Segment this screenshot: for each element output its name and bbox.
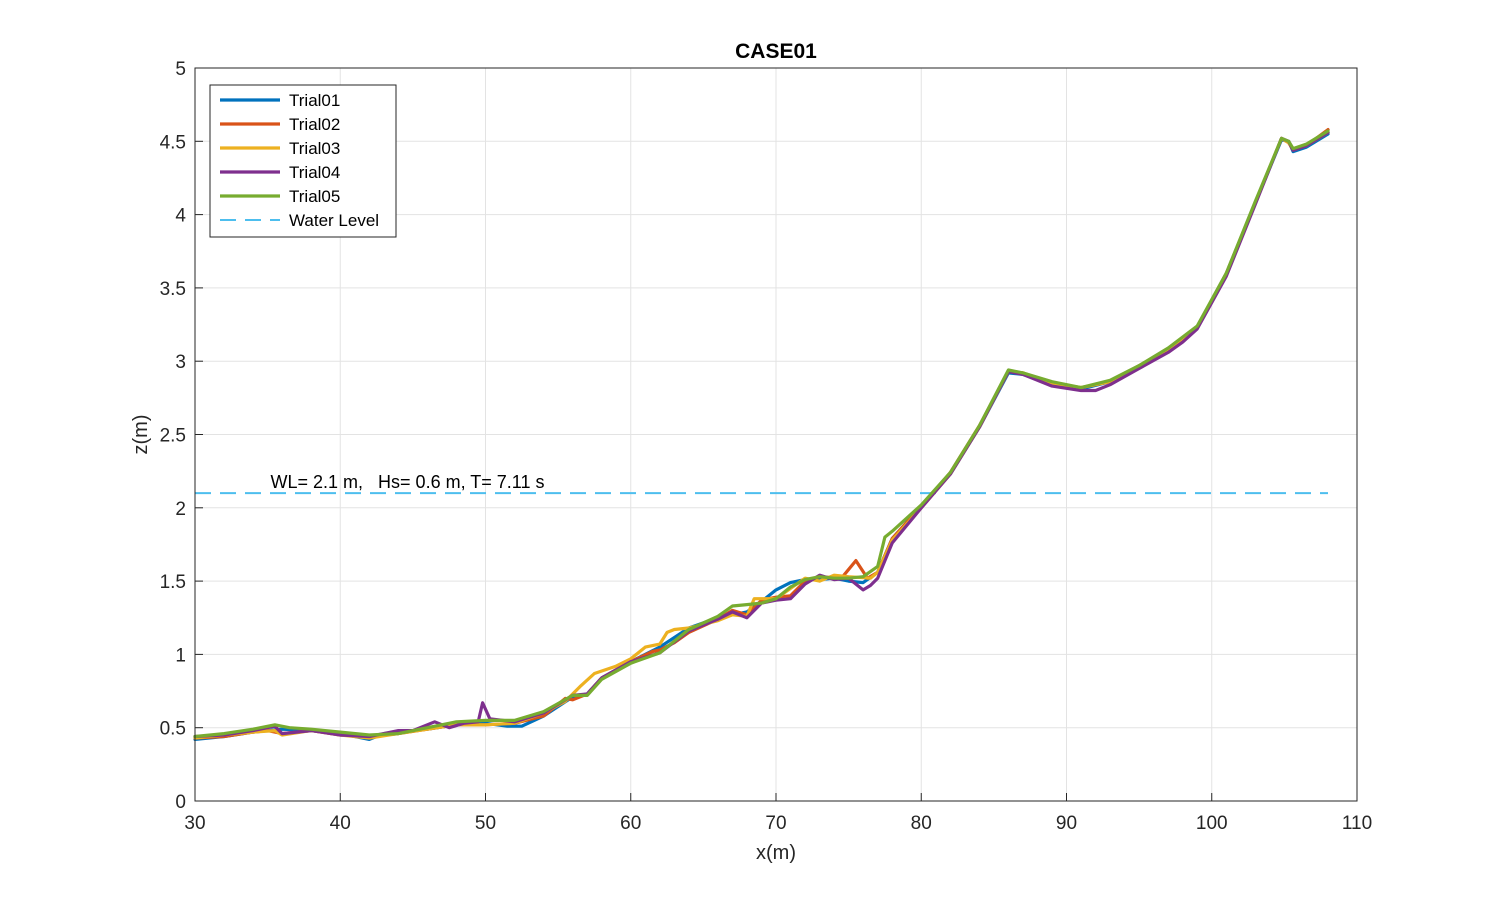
- x-tick-label: 50: [475, 813, 496, 834]
- x-tick-label: 110: [1342, 813, 1372, 834]
- y-tick-label: 4: [175, 206, 186, 227]
- x-tick-label: 30: [184, 813, 205, 834]
- x-tick-label: 60: [620, 813, 641, 834]
- y-tick-label: 5: [175, 59, 186, 80]
- y-tick-label: 2.5: [160, 426, 186, 447]
- y-tick-label: 3.5: [160, 279, 186, 300]
- x-axis-label: x(m): [756, 842, 796, 864]
- x-tick-label: 100: [1196, 813, 1228, 834]
- legend-entry: Water Level: [289, 211, 379, 230]
- y-tick-label: 3: [175, 352, 186, 373]
- chart-title: CASE01: [735, 40, 817, 63]
- y-tick-label: 0.5: [160, 719, 186, 740]
- x-tick-label: 80: [911, 813, 932, 834]
- legend-entry: Trial04: [289, 163, 340, 182]
- y-tick-label: 0: [175, 792, 186, 813]
- legend-entry: Trial02: [289, 115, 340, 134]
- x-tick-label: 40: [330, 813, 351, 834]
- y-tick-label: 4.5: [160, 132, 186, 153]
- y-tick-label: 2: [175, 499, 186, 520]
- y-tick-label: 1.5: [160, 572, 186, 593]
- series-line-trial04: [193, 130, 1330, 739]
- legend-entry: Trial05: [289, 187, 340, 206]
- series-line-trial05: [193, 129, 1330, 739]
- data-series: [193, 128, 1330, 741]
- legend-box: [209, 84, 397, 238]
- y-axis-label: z(m): [130, 415, 152, 455]
- x-tick-label: 70: [765, 813, 786, 834]
- water-level-annotation: WL= 2.1 m, Hs= 0.6 m, T= 7.11 s: [271, 472, 545, 492]
- legend: Trial01 Trial02 Trial03 Trial04 Trial05 Water…: [209, 84, 397, 238]
- legend-entry: Trial03: [289, 139, 340, 158]
- legend-entry: Trial01: [289, 91, 340, 110]
- y-tick-label: 1: [175, 645, 186, 666]
- axis-ticks: 30 40 50 60 70 80 90 100 110 0 0.5 1 1.5 2 2.5 3 3.5 4 4.5…: [160, 59, 1373, 834]
- x-tick-label: 90: [1056, 813, 1077, 834]
